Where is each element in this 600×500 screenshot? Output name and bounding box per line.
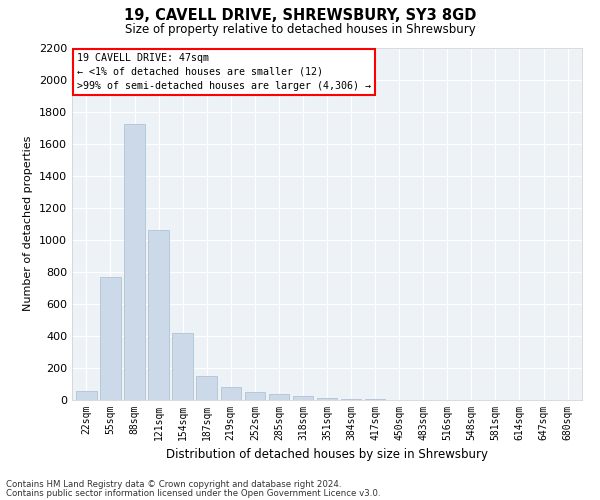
X-axis label: Distribution of detached houses by size in Shrewsbury: Distribution of detached houses by size … (166, 448, 488, 462)
Bar (341, 398, 361, 400)
Text: Contains HM Land Registry data © Crown copyright and database right 2024.: Contains HM Land Registry data © Crown c… (6, 480, 341, 489)
Bar (365, 399, 385, 400)
Text: Size of property relative to detached houses in Shrewsbury: Size of property relative to detached ho… (125, 22, 475, 36)
Bar (245, 392, 265, 400)
Bar (148, 230, 169, 400)
Bar (124, 124, 145, 400)
Text: Contains public sector information licensed under the Open Government Licence v3: Contains public sector information licen… (6, 488, 380, 498)
Text: 19, CAVELL DRIVE, SHREWSBURY, SY3 8GD: 19, CAVELL DRIVE, SHREWSBURY, SY3 8GD (124, 8, 476, 22)
Text: 19 CAVELL DRIVE: 47sqm
← <1% of detached houses are smaller (12)
>99% of semi-de: 19 CAVELL DRIVE: 47sqm ← <1% of detached… (77, 53, 371, 91)
Y-axis label: Number of detached properties: Number of detached properties (23, 136, 34, 312)
Bar (221, 387, 241, 400)
Bar (293, 396, 313, 400)
Bar (196, 376, 217, 400)
Bar (76, 391, 97, 400)
Bar (317, 398, 337, 400)
Bar (100, 278, 121, 400)
Bar (269, 394, 289, 400)
Bar (172, 332, 193, 400)
